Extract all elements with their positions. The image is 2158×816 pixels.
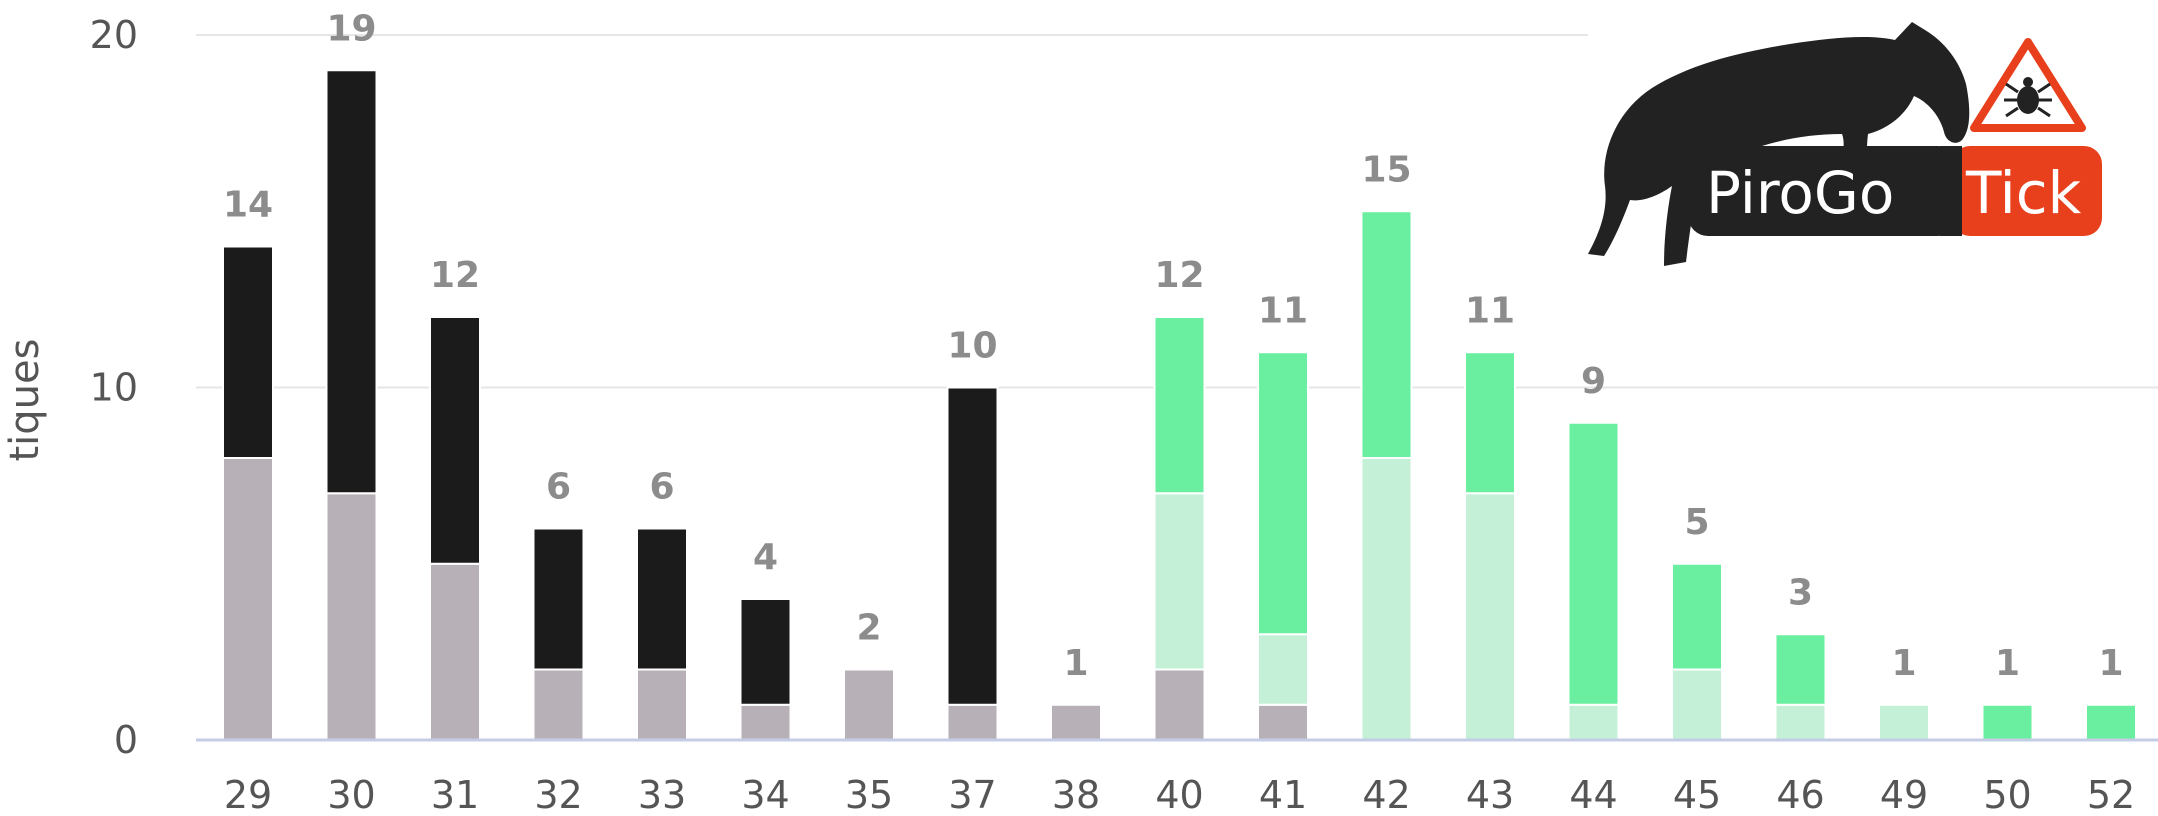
bar-segment bbox=[1671, 562, 1723, 671]
bar-segment bbox=[1153, 668, 1206, 741]
bar-segment bbox=[532, 668, 585, 741]
logo-name-left-box-join bbox=[1940, 146, 1962, 236]
logo-name-left-box bbox=[1688, 146, 1958, 236]
bar-segment bbox=[636, 668, 688, 741]
bar-segment bbox=[2085, 703, 2137, 741]
y-axis-title: tiques bbox=[2, 339, 48, 462]
x-tick-label: 52 bbox=[2087, 773, 2135, 816]
x-tick-label: 49 bbox=[1880, 773, 1928, 816]
bar-segment bbox=[1257, 633, 1309, 706]
bars bbox=[222, 69, 2137, 741]
bar-segment bbox=[1050, 703, 1102, 741]
data-label: 1 bbox=[2098, 643, 2123, 684]
x-tick-label: 41 bbox=[1259, 773, 1307, 816]
bar-segment bbox=[739, 598, 792, 706]
x-tick-label: 35 bbox=[845, 773, 893, 816]
x-tick-label: 31 bbox=[431, 773, 479, 816]
x-tick-label: 50 bbox=[1983, 773, 2031, 816]
data-label: 14 bbox=[223, 185, 273, 226]
data-label: 1 bbox=[1891, 643, 1916, 684]
x-axis-ticks: 29 30 31 32 33 34 35 37 38 40 41 42 43 44 45 46 49 50 52 bbox=[224, 773, 2135, 816]
x-tick-label: 42 bbox=[1362, 773, 1410, 816]
bar-segment bbox=[532, 527, 585, 671]
bar-segment bbox=[1567, 421, 1620, 706]
y-tick-label: 0 bbox=[114, 718, 138, 762]
data-label: 3 bbox=[1788, 572, 1813, 613]
y-tick-label: 20 bbox=[90, 13, 138, 57]
bar-segment bbox=[325, 69, 378, 495]
x-tick-label: 37 bbox=[948, 773, 996, 816]
bar-segment bbox=[636, 527, 688, 671]
x-tick-label: 30 bbox=[327, 773, 375, 816]
bar-segment bbox=[946, 703, 999, 741]
bar-segment bbox=[325, 492, 378, 741]
bar-segment bbox=[739, 703, 792, 741]
tick-warning-icon bbox=[1970, 38, 2086, 132]
data-label: 11 bbox=[1465, 290, 1515, 331]
data-label: 15 bbox=[1361, 149, 1411, 190]
bar-segment bbox=[1981, 703, 2034, 741]
bar-segment bbox=[1774, 633, 1827, 706]
x-tick-label: 43 bbox=[1466, 773, 1514, 816]
x-tick-label: 32 bbox=[534, 773, 582, 816]
data-label: 1 bbox=[1995, 643, 2020, 684]
y-axis-ticks: 0 10 20 bbox=[90, 13, 138, 762]
x-tick-label: 46 bbox=[1776, 773, 1824, 816]
horse-silhouette-icon bbox=[1588, 22, 1970, 266]
data-label: 9 bbox=[1581, 361, 1606, 402]
bar-segment bbox=[1153, 316, 1206, 495]
data-label: 6 bbox=[649, 467, 674, 508]
y-tick-label: 10 bbox=[90, 366, 138, 410]
logo-name-right-box bbox=[1952, 146, 2102, 236]
bar-segment bbox=[1360, 210, 1413, 459]
bar-segment bbox=[222, 245, 274, 459]
bar-segment bbox=[946, 386, 999, 706]
data-label: 4 bbox=[753, 537, 778, 578]
data-label: 10 bbox=[947, 326, 997, 367]
data-label: 5 bbox=[1684, 502, 1709, 543]
data-label: 2 bbox=[856, 608, 881, 649]
bar-segment bbox=[1257, 351, 1309, 636]
data-label: 12 bbox=[430, 255, 480, 296]
logo-name-left: PiroGo bbox=[1706, 159, 1894, 227]
x-tick-label: 45 bbox=[1673, 773, 1721, 816]
bar-segment bbox=[1774, 703, 1827, 741]
bar-segment bbox=[1360, 457, 1413, 741]
bar-segment bbox=[429, 562, 481, 741]
x-tick-label: 44 bbox=[1569, 773, 1617, 816]
x-tick-label: 34 bbox=[741, 773, 789, 816]
bar-segment bbox=[1257, 703, 1309, 741]
bar-segment bbox=[1464, 492, 1516, 741]
x-tick-label: 38 bbox=[1052, 773, 1100, 816]
data-label: 6 bbox=[546, 467, 571, 508]
x-tick-label: 29 bbox=[224, 773, 272, 816]
data-label: 11 bbox=[1258, 290, 1308, 331]
bar-segment bbox=[429, 316, 481, 565]
data-label: 1 bbox=[1063, 643, 1088, 684]
logo-name-right: Tick bbox=[1965, 159, 2082, 227]
bar-segment bbox=[222, 457, 274, 741]
bar-segment bbox=[843, 668, 895, 741]
data-label: 12 bbox=[1154, 255, 1204, 296]
bar-segment bbox=[1567, 703, 1620, 741]
bar-segment bbox=[1671, 668, 1723, 741]
data-label: 19 bbox=[326, 8, 376, 49]
bar-segment bbox=[1878, 703, 1930, 741]
pirogo-tick-logo: PiroGo Tick bbox=[1588, 10, 2158, 280]
x-tick-label: 40 bbox=[1155, 773, 1203, 816]
bar-segment bbox=[1464, 351, 1516, 495]
x-tick-label: 33 bbox=[638, 773, 686, 816]
bar-segment bbox=[1153, 492, 1206, 671]
